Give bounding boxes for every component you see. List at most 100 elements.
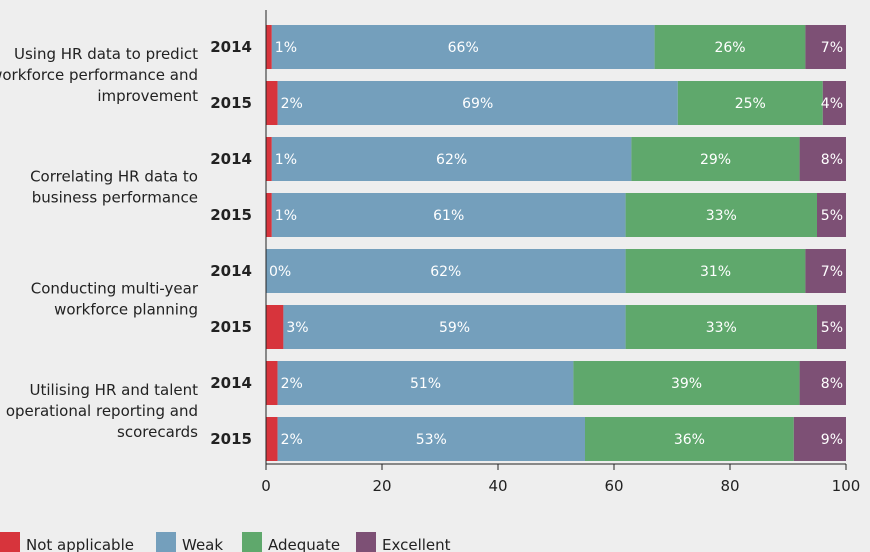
legend-label: Not applicable bbox=[26, 536, 134, 552]
year-label: 2015 bbox=[210, 206, 252, 224]
category-label: workforce performance and bbox=[0, 66, 198, 84]
year-label: 2014 bbox=[210, 262, 252, 280]
data-label: 62% bbox=[436, 152, 467, 168]
data-label: 1% bbox=[275, 40, 297, 56]
category-label: operational reporting and bbox=[6, 402, 198, 420]
bar-segment-not-applicable bbox=[266, 361, 278, 405]
data-label: 51% bbox=[410, 376, 441, 392]
data-label: 2% bbox=[281, 96, 303, 112]
bar-segment-not-applicable bbox=[266, 305, 284, 349]
data-label: 3% bbox=[286, 320, 308, 336]
bar-segment-excellent bbox=[805, 249, 846, 293]
bar-segment-not-applicable bbox=[266, 25, 272, 69]
year-label: 2015 bbox=[210, 430, 252, 448]
bar-segment-weak bbox=[271, 25, 655, 69]
data-label: 29% bbox=[700, 152, 731, 168]
legend: Not applicable Weak Adequate Excellent bbox=[0, 532, 451, 552]
x-tick-label: 40 bbox=[488, 477, 507, 495]
data-label: 1% bbox=[275, 208, 297, 224]
bar-segment-weak bbox=[277, 417, 585, 461]
bar-segment-weak bbox=[266, 249, 626, 293]
bar-segment-excellent bbox=[817, 305, 846, 349]
bar-segment-adequate bbox=[654, 25, 806, 69]
category-label: Utilising HR and talent bbox=[30, 381, 199, 399]
data-label: 9% bbox=[821, 432, 843, 448]
legend-label: Adequate bbox=[268, 536, 340, 552]
bar-segment-weak bbox=[271, 137, 632, 181]
year-label: 2015 bbox=[210, 94, 252, 112]
data-label: 5% bbox=[821, 208, 843, 224]
legend-swatch bbox=[242, 532, 262, 552]
year-label: 2015 bbox=[210, 318, 252, 336]
data-label: 2% bbox=[281, 432, 303, 448]
data-label: 2% bbox=[281, 376, 303, 392]
data-label: 31% bbox=[700, 264, 731, 280]
data-label: 59% bbox=[439, 320, 470, 336]
data-label: 7% bbox=[821, 40, 843, 56]
legend-label: Weak bbox=[182, 536, 223, 552]
bar-segment-weak bbox=[277, 361, 574, 405]
year-label: 2014 bbox=[210, 374, 252, 392]
data-label: 26% bbox=[714, 40, 745, 56]
bar-segment-adequate bbox=[625, 193, 817, 237]
data-label: 36% bbox=[674, 432, 705, 448]
data-label: 8% bbox=[821, 152, 843, 168]
data-label: 0% bbox=[269, 264, 291, 280]
data-label: 66% bbox=[448, 40, 479, 56]
legend-swatch bbox=[156, 532, 176, 552]
bar-segment-excellent bbox=[805, 25, 846, 69]
legend-label: Excellent bbox=[382, 536, 451, 552]
legend-swatch bbox=[0, 532, 20, 552]
bar-segment-weak bbox=[277, 81, 678, 125]
data-label: 8% bbox=[821, 376, 843, 392]
bar-segment-not-applicable bbox=[266, 193, 272, 237]
bar-segment-adequate bbox=[573, 361, 800, 405]
bar-segment-weak bbox=[271, 193, 626, 237]
year-label: 2014 bbox=[210, 38, 252, 56]
bar-segment-not-applicable bbox=[266, 137, 272, 181]
bar-segment-weak bbox=[283, 305, 626, 349]
chart-bars bbox=[266, 25, 846, 461]
year-label: 2014 bbox=[210, 150, 252, 168]
legend-swatch bbox=[356, 532, 376, 552]
data-label: 33% bbox=[706, 320, 737, 336]
data-label: 61% bbox=[433, 208, 464, 224]
category-label: Correlating HR data to bbox=[30, 168, 198, 186]
category-label: scorecards bbox=[117, 423, 198, 441]
bar-segment-not-applicable bbox=[266, 417, 278, 461]
category-label: Using HR data to predict bbox=[14, 45, 198, 63]
bar-segment-adequate bbox=[677, 81, 823, 125]
data-label: 39% bbox=[671, 376, 702, 392]
category-label: improvement bbox=[97, 87, 198, 105]
data-label: 5% bbox=[821, 320, 843, 336]
chart-axes: 0 20 40 60 80 100 bbox=[261, 10, 860, 495]
data-label: 1% bbox=[275, 152, 297, 168]
category-label: business performance bbox=[32, 189, 198, 207]
bar-segment-excellent bbox=[822, 81, 846, 125]
bar-segment-excellent bbox=[793, 417, 846, 461]
x-tick-label: 100 bbox=[832, 477, 861, 495]
x-tick-label: 0 bbox=[261, 477, 271, 495]
bar-segment-not-applicable bbox=[266, 81, 278, 125]
x-tick-label: 60 bbox=[604, 477, 623, 495]
bar-segment-adequate bbox=[585, 417, 794, 461]
data-label: 25% bbox=[735, 96, 766, 112]
category-label: Conducting multi-year bbox=[31, 280, 199, 298]
bar-segment-excellent bbox=[799, 137, 846, 181]
data-labels: 1% 66% 26% 7% 2% 69% 25% 4% 1% 62% 29% 8% 1% 61% 33% 5%… bbox=[269, 40, 843, 448]
bar-segment-excellent bbox=[799, 361, 846, 405]
x-tick-label: 80 bbox=[720, 477, 739, 495]
data-label: 53% bbox=[416, 432, 447, 448]
bar-segment-adequate bbox=[625, 305, 817, 349]
bar-segment-excellent bbox=[817, 193, 846, 237]
data-label: 69% bbox=[462, 96, 493, 112]
data-label: 4% bbox=[821, 96, 843, 112]
category-labels: 2014 2015 Using HR data to predict workforc… bbox=[0, 38, 252, 448]
bar-segment-adequate bbox=[631, 137, 800, 181]
data-label: 7% bbox=[821, 264, 843, 280]
category-label: workforce planning bbox=[54, 301, 198, 319]
data-label: 62% bbox=[430, 264, 461, 280]
x-tick-label: 20 bbox=[372, 477, 391, 495]
bar-segment-adequate bbox=[625, 249, 806, 293]
